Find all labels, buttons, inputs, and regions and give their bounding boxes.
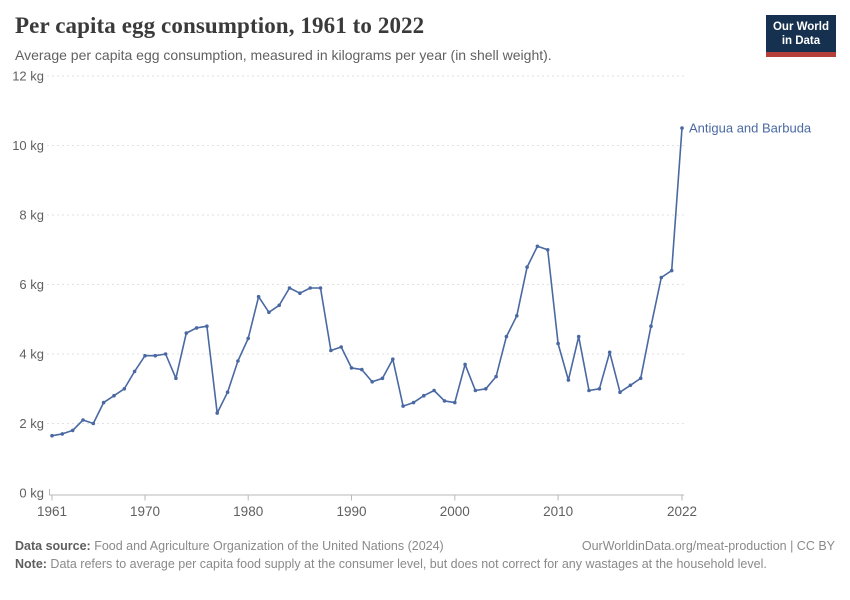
data-point[interactable] <box>122 386 127 391</box>
note-label: Note: <box>15 556 47 571</box>
data-point[interactable] <box>576 334 581 339</box>
x-tick-label-1990: 1990 <box>336 504 366 519</box>
data-point[interactable] <box>101 400 106 405</box>
data-point[interactable] <box>215 410 219 415</box>
data-point[interactable] <box>287 285 292 290</box>
data-point[interactable] <box>277 303 282 307</box>
data-point[interactable] <box>484 386 488 391</box>
page-title: Per capita egg consumption, 1961 to 2022 <box>15 13 425 38</box>
owid-link[interactable]: OurWorldinData.org/meat-production | CC … <box>581 538 835 553</box>
data-point[interactable] <box>143 353 147 358</box>
data-source-text: Data source: Food and Agriculture Organi… <box>15 538 444 553</box>
x-tick-label-1980: 1980 <box>233 504 263 519</box>
data-point[interactable] <box>267 310 271 314</box>
y-tick-label-12: 12 kg <box>12 68 44 83</box>
data-point[interactable] <box>504 334 509 339</box>
note-text: Note: Data refers to average per capita … <box>15 556 767 571</box>
data-point[interactable] <box>70 428 75 432</box>
y-tick-label-6: 6 kg <box>19 277 44 292</box>
data-point[interactable] <box>349 365 354 370</box>
data-point[interactable] <box>91 421 96 425</box>
data-point[interactable] <box>174 376 178 380</box>
data-point[interactable] <box>370 379 375 384</box>
data-point[interactable] <box>329 348 333 352</box>
data-point[interactable] <box>401 403 405 408</box>
data-point[interactable] <box>442 398 447 403</box>
x-tick-label-1961: 1961 <box>37 504 67 519</box>
data-source-label: Data source: <box>15 538 91 553</box>
data-point[interactable] <box>163 351 168 356</box>
data-point[interactable] <box>81 417 85 422</box>
chart-canvas[interactable]: 0 kg 2 kg 4 kg 6 kg 8 kg 10 kg 12 kg 1961 1970 19… <box>0 65 850 530</box>
data-point[interactable] <box>339 344 344 349</box>
owid-logo-line2: in Data <box>781 35 821 48</box>
data-point[interactable] <box>391 357 395 361</box>
y-tick-label-10: 10 kg <box>12 138 44 153</box>
x-tick-label-2000: 2000 <box>440 504 470 519</box>
data-point[interactable] <box>132 369 137 373</box>
data-point[interactable] <box>494 374 498 379</box>
data-point[interactable] <box>607 350 612 354</box>
chart-footer: Data source: Food and Agriculture Organi… <box>0 530 850 573</box>
x-tick-label-1970: 1970 <box>130 504 160 519</box>
data-point[interactable] <box>411 400 416 405</box>
data-point[interactable] <box>587 388 591 392</box>
chart-header: Per capita egg consumption, 1961 to 2022… <box>0 0 850 65</box>
data-point[interactable] <box>236 358 240 363</box>
owid-logo-line1: Our World <box>772 21 829 33</box>
data-point[interactable] <box>597 386 602 391</box>
data-point[interactable] <box>649 324 653 328</box>
line-chart[interactable]: 0 kg 2 kg 4 kg 6 kg 8 kg 10 kg 12 kg 1961 1970 19… <box>0 65 850 530</box>
data-point[interactable] <box>50 433 54 438</box>
data-point[interactable] <box>422 393 426 398</box>
data-point[interactable] <box>360 367 364 372</box>
y-tick-label-2: 2 kg <box>19 416 44 431</box>
y-tick-label-8: 8 kg <box>19 207 44 222</box>
data-point[interactable] <box>618 390 622 394</box>
data-point[interactable] <box>318 285 323 290</box>
y-tick-label-0: 0 kg <box>19 485 44 500</box>
data-point[interactable] <box>525 264 529 269</box>
data-point[interactable] <box>380 376 385 380</box>
data-point[interactable] <box>515 313 519 318</box>
data-point[interactable] <box>556 341 560 346</box>
data-point[interactable] <box>463 362 467 366</box>
data-point[interactable] <box>308 285 313 290</box>
title-block: Per capita egg consumption, 1961 to 2022… <box>15 13 552 65</box>
data-point[interactable] <box>432 388 436 392</box>
data-point[interactable] <box>638 376 643 380</box>
series-label: Antigua and Barbuda <box>689 120 812 135</box>
data-point[interactable] <box>473 388 478 392</box>
data-point[interactable] <box>112 393 116 398</box>
data-point[interactable] <box>225 390 230 394</box>
data-point[interactable] <box>680 125 684 130</box>
data-point[interactable] <box>60 431 65 436</box>
data-point[interactable] <box>184 330 189 335</box>
data-point[interactable] <box>453 400 457 405</box>
y-tick-label-4: 4 kg <box>19 346 44 361</box>
data-point[interactable] <box>153 353 158 358</box>
x-tick-label-2010: 2010 <box>543 504 573 519</box>
data-point[interactable] <box>628 383 633 387</box>
data-point[interactable] <box>545 247 550 252</box>
chart-subtitle: Average per capita egg consumption, meas… <box>15 47 552 64</box>
data-point[interactable] <box>298 291 302 295</box>
data-point[interactable] <box>535 244 540 248</box>
data-point[interactable] <box>205 324 209 328</box>
x-tick-label-2022: 2022 <box>667 504 697 519</box>
data-point[interactable] <box>566 377 571 382</box>
data-point[interactable] <box>669 268 674 273</box>
data-point[interactable] <box>256 294 261 299</box>
data-point[interactable] <box>194 325 199 330</box>
data-point[interactable] <box>659 275 664 279</box>
data-point[interactable] <box>246 336 250 340</box>
owid-logo[interactable]: Our World in Data <box>765 15 836 57</box>
